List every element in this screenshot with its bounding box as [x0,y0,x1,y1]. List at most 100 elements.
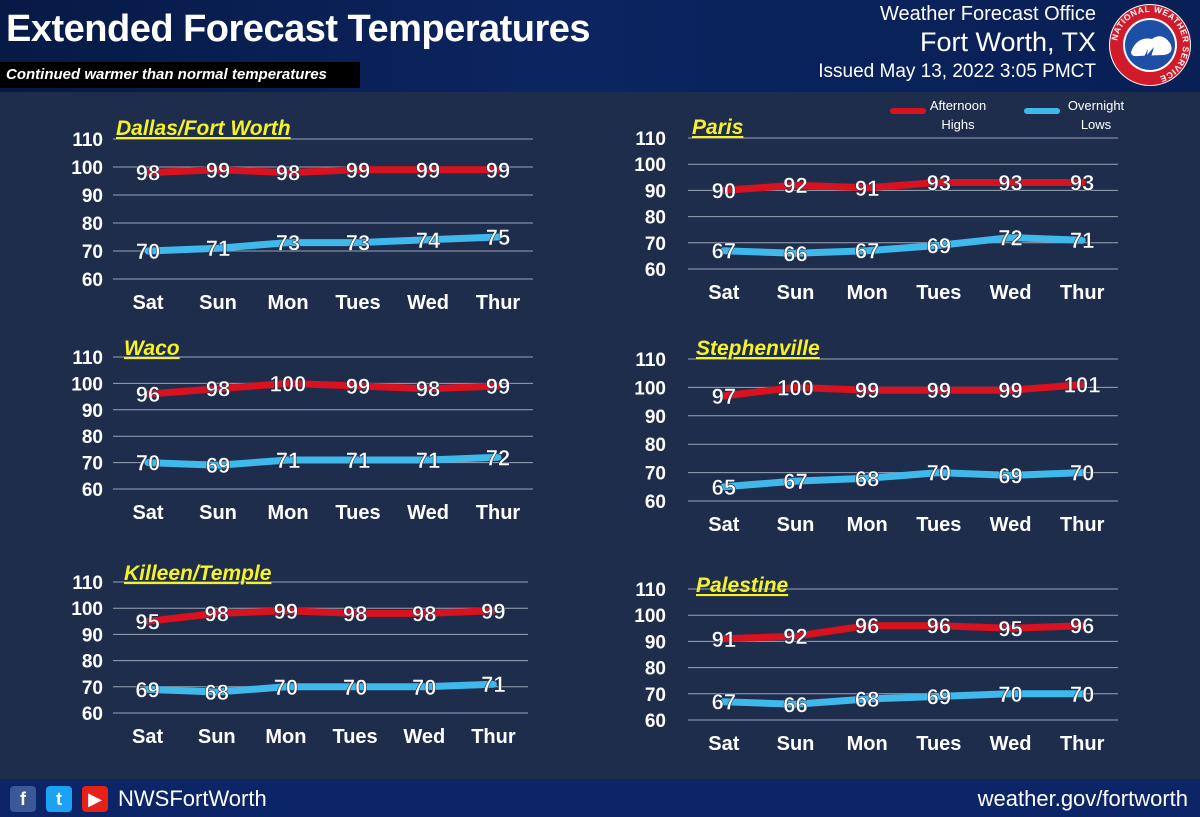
y-tick-label: 100 [634,378,666,399]
data-label: 66 [783,241,807,266]
y-tick-label: 110 [635,129,666,150]
data-label: 98 [276,161,300,186]
data-label: 73 [346,231,370,256]
x-tick-label: Sun [199,502,237,524]
data-label: 71 [206,236,230,261]
data-label: 73 [276,231,300,256]
x-tick-label: Wed [990,514,1032,536]
facebook-icon[interactable]: f [10,786,36,812]
y-tick-label: 90 [82,401,103,422]
data-label: 99 [486,158,510,183]
legend-lows-swatch [1024,108,1060,114]
legend-lows-label-1: Overnight [1067,98,1125,113]
website-link[interactable]: weather.gov/fortworth [977,786,1188,811]
data-label: 93 [1070,171,1094,196]
data-label: 99 [998,378,1022,403]
data-label: 71 [416,448,440,473]
y-tick-label: 100 [71,599,103,620]
y-tick-label: 100 [71,374,103,395]
data-label: 71 [1070,228,1094,253]
x-tick-label: Tues [916,733,961,755]
x-tick-label: Sun [777,514,815,536]
y-tick-label: 80 [645,435,666,456]
twitter-icon[interactable]: t [46,786,72,812]
panel-title: Killeen/Temple [124,562,272,585]
x-tick-label: Thur [476,502,521,524]
data-label: 92 [783,173,807,198]
x-tick-label: Sun [777,282,815,304]
y-tick-label: 70 [82,678,103,699]
data-label: 70 [927,461,951,486]
data-label: 99 [346,158,370,183]
social-handle[interactable]: NWSFortWorth [118,786,267,811]
data-label: 74 [416,228,441,253]
data-label: 97 [712,384,736,409]
data-label: 99 [346,374,370,399]
y-tick-label: 80 [645,208,666,229]
data-label: 70 [136,239,160,264]
page-subtitle: Continued warmer than normal temperature… [6,66,327,83]
x-tick-label: Tues [335,502,380,524]
office-city: Fort Worth, TX [919,27,1096,57]
data-label: 65 [712,475,736,500]
series-line-lows [144,453,502,469]
series-line-highs [144,379,502,398]
data-label: 75 [486,225,510,250]
y-tick-label: 110 [72,573,103,594]
y-tick-label: 60 [82,480,103,501]
youtube-icon[interactable]: ▶ [82,786,108,812]
data-label: 69 [206,453,230,478]
series-line-lows [720,690,1086,708]
y-tick-label: 90 [82,186,103,207]
data-label: 99 [416,158,440,183]
y-tick-label: 90 [645,407,666,428]
data-label: 100 [270,371,307,396]
data-label: 98 [205,601,229,626]
x-tick-label: Thur [471,726,516,748]
data-label: 69 [998,463,1022,488]
issued-timestamp: Issued May 13, 2022 3:05 PMCT [818,61,1096,82]
x-tick-label: Wed [403,726,445,748]
y-tick-label: 70 [645,685,666,706]
data-label: 98 [136,161,160,186]
data-label: 96 [927,614,951,639]
x-tick-label: Tues [916,282,961,304]
data-label: 101 [1064,373,1101,398]
panel-title: Palestine [696,574,789,597]
x-tick-label: Sat [708,514,739,536]
data-label: 67 [855,239,879,264]
y-tick-label: 80 [82,652,103,673]
data-label: 98 [416,377,440,402]
x-tick-label: Tues [335,292,380,314]
x-tick-label: Thur [476,292,521,314]
data-label: 99 [927,378,951,403]
y-tick-label: 60 [645,492,666,513]
x-tick-label: Thur [1060,514,1105,536]
data-label: 67 [712,239,736,264]
data-label: 96 [1070,614,1094,639]
data-label: 72 [486,445,510,470]
y-tick-label: 70 [82,242,103,263]
y-tick-label: 110 [635,350,666,371]
y-tick-label: 80 [645,659,666,680]
x-tick-label: Mon [267,292,308,314]
data-label: 91 [712,627,736,652]
data-label: 99 [274,599,298,624]
series-line-highs [720,622,1086,643]
data-label: 93 [927,171,951,196]
y-tick-label: 90 [645,181,666,202]
x-tick-label: Sat [132,292,163,314]
data-label: 99 [855,378,879,403]
subtitle-bar [0,62,360,88]
data-label: 98 [412,601,436,626]
y-tick-label: 110 [72,130,103,151]
data-label: 70 [343,675,367,700]
data-label: 67 [783,469,807,494]
legend-lows-label-2: Lows [1080,117,1112,132]
x-tick-label: Wed [990,282,1032,304]
y-tick-label: 70 [645,464,666,485]
data-label: 100 [777,375,814,400]
y-tick-label: 60 [82,270,103,291]
data-label: 99 [486,374,510,399]
data-label: 68 [855,687,879,712]
